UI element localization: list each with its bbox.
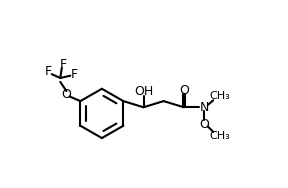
Text: F: F [60,58,67,71]
Text: N: N [199,101,209,114]
Text: O: O [179,84,189,97]
Text: OH: OH [134,85,153,98]
Text: CH₃: CH₃ [209,92,230,102]
Text: O: O [199,118,209,131]
Text: F: F [71,68,78,81]
Text: CH₃: CH₃ [209,131,230,141]
Text: O: O [62,88,71,102]
Text: F: F [44,65,52,78]
